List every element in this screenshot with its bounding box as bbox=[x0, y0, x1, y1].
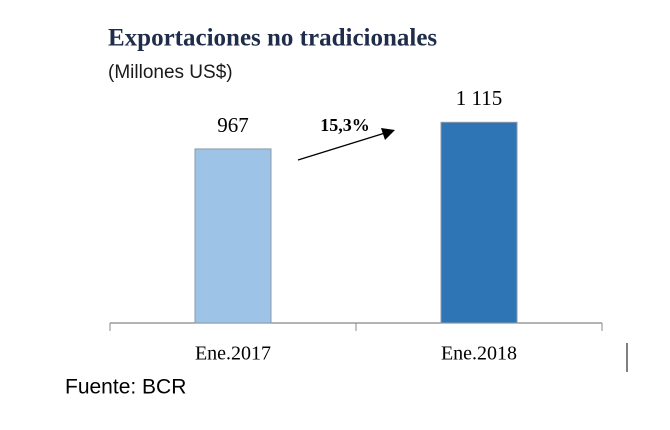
bar bbox=[194, 148, 272, 324]
growth-arrow bbox=[297, 132, 386, 161]
value-label: 1 115 bbox=[456, 86, 502, 110]
value-label: 967 bbox=[217, 113, 249, 137]
annotation: 15,3% bbox=[320, 115, 370, 135]
chart-subtitle: (Millones US$) bbox=[108, 62, 233, 83]
x-tick-label: Ene.2018 bbox=[441, 343, 517, 365]
bar bbox=[440, 121, 518, 324]
arrow-head bbox=[381, 128, 395, 140]
chart-title: Exportaciones no tradicionales bbox=[108, 25, 437, 52]
x-tick-label: Ene.2017 bbox=[195, 343, 271, 365]
source: Fuente: BCR bbox=[65, 376, 186, 399]
